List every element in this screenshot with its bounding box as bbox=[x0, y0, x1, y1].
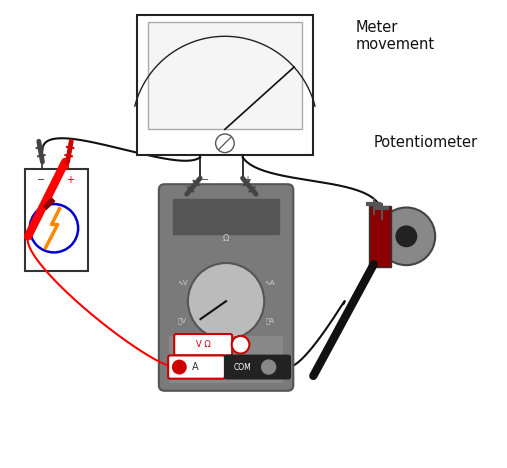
Bar bbox=[148, 22, 302, 129]
FancyBboxPatch shape bbox=[159, 184, 293, 391]
Text: +: + bbox=[243, 175, 251, 185]
Circle shape bbox=[30, 204, 78, 252]
Circle shape bbox=[262, 360, 276, 374]
FancyBboxPatch shape bbox=[174, 334, 232, 355]
FancyBboxPatch shape bbox=[225, 355, 290, 379]
Circle shape bbox=[215, 134, 234, 153]
Circle shape bbox=[188, 263, 264, 339]
Circle shape bbox=[378, 207, 435, 265]
Text: ∿A: ∿A bbox=[265, 280, 275, 286]
Text: OFF: OFF bbox=[219, 344, 233, 353]
Text: −: − bbox=[201, 175, 209, 185]
Text: Potentiometer: Potentiometer bbox=[374, 135, 478, 150]
Text: A: A bbox=[192, 362, 199, 372]
Text: +: + bbox=[66, 175, 74, 185]
Circle shape bbox=[396, 226, 417, 247]
Text: ⎓V: ⎓V bbox=[177, 317, 187, 324]
Bar bbox=[369, 206, 391, 267]
Text: −: − bbox=[37, 175, 45, 185]
Text: ⎓A: ⎓A bbox=[266, 317, 274, 324]
Text: Ω: Ω bbox=[223, 234, 229, 243]
Bar bbox=[169, 336, 283, 383]
Bar bbox=[25, 169, 88, 271]
Circle shape bbox=[232, 336, 249, 353]
FancyBboxPatch shape bbox=[168, 355, 225, 379]
Circle shape bbox=[172, 359, 187, 374]
Bar bbox=[173, 199, 279, 234]
Text: V Ω: V Ω bbox=[196, 340, 210, 349]
Bar bbox=[136, 15, 313, 155]
Text: COM: COM bbox=[234, 363, 251, 372]
Text: ∿V: ∿V bbox=[177, 280, 188, 286]
Text: Meter
movement: Meter movement bbox=[355, 20, 434, 52]
